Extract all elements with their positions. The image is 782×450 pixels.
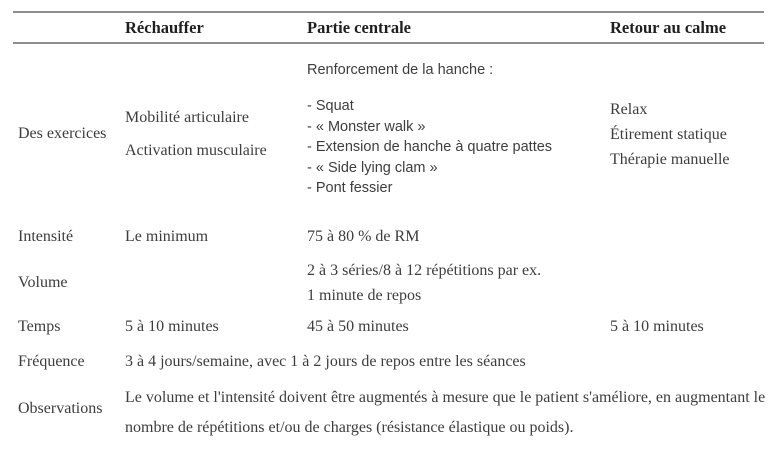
intensite-centrale-cell: 75 à 80 % de RM [307, 212, 610, 252]
row-label-cell: Temps [13, 312, 125, 345]
row-label-cell: Volume [13, 252, 125, 312]
header-retour-au-calme: Retour au calme [610, 17, 727, 37]
cell-value: 75 à 80 % de RM [307, 228, 420, 245]
row-label: Temps [18, 318, 61, 335]
exercise-item: - Extension de hanche à quatre pattes [307, 139, 553, 155]
intensite-rechauffer-cell: Le minimum [125, 212, 307, 252]
exercices-rechauffer-cell: Mobilité articulaire Activation musculai… [125, 44, 307, 212]
temps-centrale-cell: 45 à 50 minutes [307, 312, 610, 345]
exercise-item: Relax [610, 101, 648, 118]
cell-value: Le minimum [125, 228, 209, 245]
frequence-value-cell: 3 à 4 jours/semaine, avec 1 à 2 jours de… [125, 345, 764, 380]
row-label-cell: Des exercices [13, 44, 125, 212]
row-frequence: Fréquence 3 à 4 jours/semaine, avec 1 à … [13, 345, 764, 380]
row-label: Observations [18, 400, 103, 417]
exercise-item: - « Monster walk » [307, 118, 426, 135]
training-program-table: Réchauffer Partie centrale Retour au cal… [13, 11, 765, 450]
exercices-calme-cell: Relax Étirement statique Thérapie manuel… [610, 44, 764, 212]
exercices-centrale-cell: Renforcement de la hanche : - Squat - « … [307, 44, 610, 212]
row-label: Volume [18, 274, 68, 291]
exercise-item: Activation musculaire [125, 142, 267, 159]
table-header-row: Réchauffer Partie centrale Retour au cal… [13, 11, 764, 44]
row-label-cell: Intensité [13, 212, 125, 252]
header-rechauffer: Réchauffer [125, 17, 204, 37]
cell-value: 2 à 3 séries/8 à 12 répétitions par ex. [307, 262, 542, 279]
cell-value: 5 à 10 minutes [125, 318, 219, 335]
volume-calme-cell [610, 252, 764, 312]
row-label: Fréquence [18, 353, 85, 370]
volume-centrale-cell: 2 à 3 séries/8 à 12 répétitions par ex. … [307, 252, 610, 312]
observations-value-cell: Le volume et l'intensité doivent être au… [125, 380, 765, 450]
row-des-exercices: Des exercices Mobilité articulaire Activ… [13, 44, 764, 212]
row-volume: Volume 2 à 3 séries/8 à 12 répétitions p… [13, 252, 764, 312]
cell-value: 5 à 10 minutes [610, 318, 704, 335]
exercise-item: Thérapie manuelle [610, 151, 730, 168]
row-label-cell: Observations [13, 380, 125, 450]
temps-rechauffer-cell: 5 à 10 minutes [125, 312, 307, 345]
row-label: Des exercices [18, 125, 107, 142]
exercise-item: - « Side lying clam » [307, 159, 438, 176]
row-intensite: Intensité Le minimum 75 à 80 % de RM [13, 212, 764, 252]
cell-value: 45 à 50 minutes [307, 318, 409, 335]
header-partie-centrale: Partie centrale [307, 17, 411, 37]
row-temps: Temps 5 à 10 minutes 45 à 50 minutes 5 à… [13, 312, 764, 345]
row-observations: Observations Le volume et l'intensité do… [13, 380, 765, 450]
exercise-item: - Pont fessier [307, 180, 393, 196]
cell-value: 3 à 4 jours/semaine, avec 1 à 2 jours de… [125, 353, 526, 370]
intensite-calme-cell [610, 212, 764, 252]
exercise-item: Étirement statique [610, 126, 727, 143]
row-label: Intensité [18, 228, 74, 245]
central-exercises-list: - Squat - « Monster walk » - Extension d… [307, 96, 610, 199]
exercise-item: Mobilité articulaire [125, 109, 249, 126]
volume-rechauffer-cell [125, 252, 307, 312]
cell-value: Le volume et l'intensité doivent être au… [125, 389, 766, 436]
temps-calme-cell: 5 à 10 minutes [610, 312, 764, 345]
central-exercises-intro: Renforcement de la hanche : [307, 62, 494, 78]
exercise-item: - Squat [307, 98, 354, 114]
row-label-cell: Fréquence [13, 345, 125, 380]
cell-value: 1 minute de repos [307, 287, 422, 304]
